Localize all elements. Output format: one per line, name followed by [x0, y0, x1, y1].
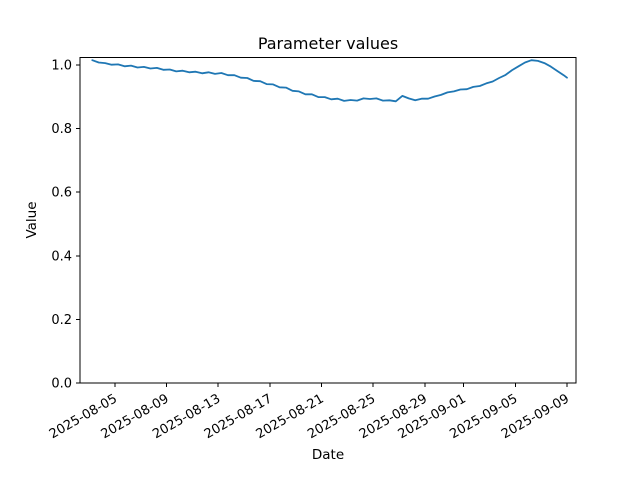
x-axis-label: Date: [312, 447, 344, 463]
data-series-line: [91, 59, 568, 103]
y-tick-label: 0.0: [51, 377, 72, 392]
y-tick-label: 1.0: [51, 59, 72, 74]
y-tick-label: 0.8: [51, 122, 72, 137]
y-tick-label: 0.6: [51, 186, 72, 201]
y-axis-ticks: 0.0 0.2 0.4 0.6 0.8 1.0: [51, 59, 80, 392]
x-axis-ticks: 2025-08-052025-08-092025-08-132025-08-17…: [47, 383, 572, 442]
y-axis-label: Value: [24, 201, 40, 238]
plot-area-border: [79, 57, 577, 384]
y-tick-label: 0.4: [51, 249, 72, 264]
y-tick-label: 0.2: [51, 313, 72, 328]
chart-title: Parameter values: [258, 34, 398, 53]
